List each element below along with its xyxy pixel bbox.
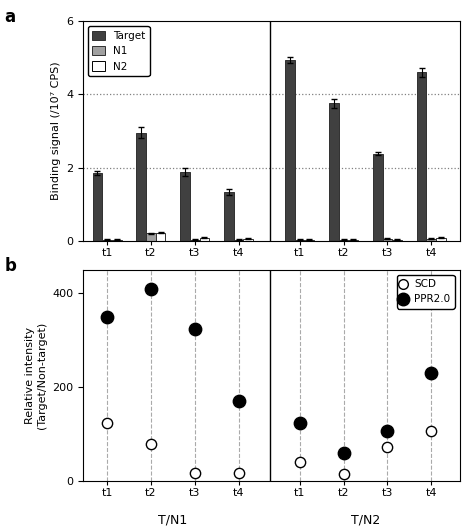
Legend: SCD, PPR2.0: SCD, PPR2.0: [397, 275, 455, 308]
Bar: [146, 233, 155, 241]
Legend: Target, N1, N2: Target, N1, N2: [88, 26, 150, 76]
Bar: [285, 60, 295, 241]
Point: [383, 443, 391, 451]
Bar: [92, 173, 102, 241]
Point: [103, 418, 111, 427]
Point: [103, 313, 111, 321]
Point: [340, 449, 347, 458]
Point: [383, 426, 391, 435]
Text: a: a: [5, 8, 16, 26]
Bar: [155, 233, 165, 241]
Point: [340, 470, 347, 479]
Text: T/N2: T/N2: [351, 513, 380, 526]
Bar: [436, 238, 446, 241]
Point: [296, 458, 304, 466]
Point: [296, 418, 304, 427]
Point: [147, 440, 155, 448]
Bar: [348, 240, 358, 241]
Bar: [305, 240, 314, 241]
Bar: [234, 240, 243, 241]
Bar: [180, 172, 190, 241]
Bar: [102, 240, 112, 241]
Y-axis label: Relative intensity
(Target/Non-target): Relative intensity (Target/Non-target): [25, 322, 46, 429]
Point: [147, 285, 155, 293]
Bar: [417, 72, 427, 241]
Text: T/N1: T/N1: [158, 513, 187, 526]
Point: [191, 469, 199, 477]
Text: SCD: SCD: [160, 276, 186, 288]
Bar: [373, 153, 383, 241]
Bar: [392, 240, 402, 241]
Point: [428, 369, 435, 378]
Bar: [243, 239, 253, 241]
Text: PPR2.0: PPR2.0: [344, 276, 387, 288]
Bar: [339, 240, 348, 241]
Bar: [190, 240, 200, 241]
Bar: [383, 239, 392, 241]
Bar: [427, 239, 436, 241]
Point: [235, 397, 242, 406]
Bar: [224, 193, 234, 241]
Point: [235, 469, 242, 477]
Point: [428, 426, 435, 435]
Point: [191, 324, 199, 333]
Text: b: b: [5, 257, 17, 275]
Y-axis label: Binding signal (/10⁷ CPS): Binding signal (/10⁷ CPS): [51, 61, 61, 200]
Bar: [329, 104, 339, 241]
Bar: [112, 240, 121, 241]
Bar: [137, 133, 146, 241]
Bar: [200, 238, 209, 241]
Bar: [295, 240, 305, 241]
